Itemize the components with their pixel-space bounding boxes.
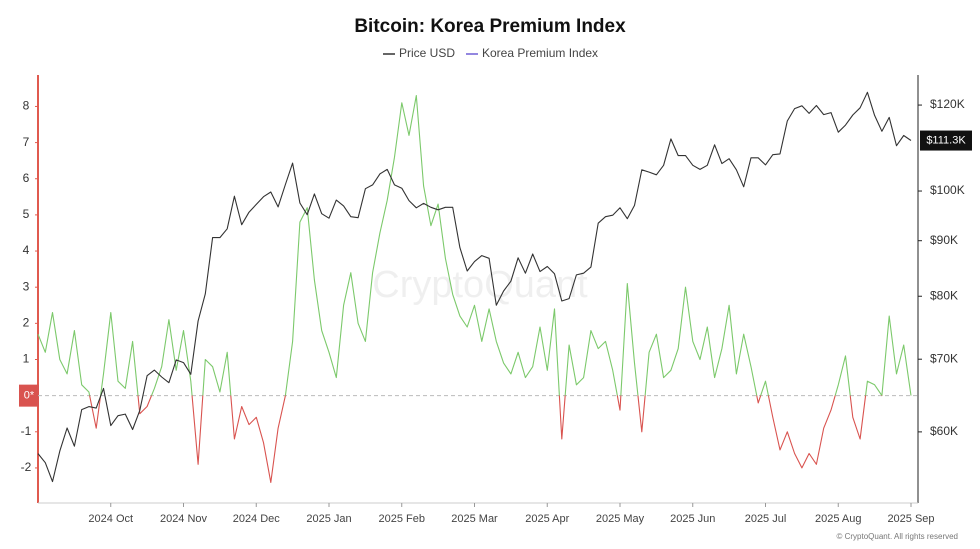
y-tick-label: 6 [23, 171, 30, 185]
y-tick-label: 4 [23, 243, 30, 257]
legend-label: Korea Premium Index [482, 46, 598, 60]
x-tick-label: 2024 Dec [233, 513, 281, 525]
x-tick-label: 2025 Feb [379, 513, 425, 525]
y2-tick-label: $120K [930, 97, 965, 111]
x-tick-label: 2025 Jan [306, 513, 351, 525]
legend-label: Price USD [399, 46, 455, 60]
y-tick-label: 3 [23, 279, 30, 293]
y2-tick-label: $60K [930, 424, 958, 438]
y-tick-label: 8 [23, 99, 30, 113]
price-marker-label: $111.3K [926, 134, 966, 146]
x-tick-label: 2025 Jul [745, 513, 787, 525]
x-tick-label: 2024 Nov [160, 513, 208, 525]
y-tick-label: 7 [23, 135, 30, 149]
y-tick-label: 5 [23, 207, 30, 221]
x-tick-label: 2025 Apr [525, 513, 569, 525]
y-tick-label: -1 [21, 424, 32, 438]
y-tick-label: 2 [23, 316, 30, 330]
chart-title: Bitcoin: Korea Premium Index [354, 16, 626, 37]
y-tick-label: 0* [24, 390, 35, 402]
x-tick-label: 2024 Oct [88, 513, 133, 525]
series-line [37, 91, 912, 483]
footer: © CryptoQuant. All rights reserved [837, 532, 959, 541]
zero-label-box [19, 384, 39, 407]
price-marker-box [920, 130, 972, 151]
watermark: CryptoQuant [372, 264, 588, 306]
y-tick-label: -2 [21, 460, 32, 474]
y2-tick-label: $70K [930, 351, 958, 365]
series-line [37, 95, 912, 483]
x-tick-label: 2025 Mar [451, 513, 498, 525]
x-tick-label: 2025 Jun [670, 513, 715, 525]
x-tick-label: 2025 May [596, 513, 645, 525]
x-tick-label: 2025 Sep [887, 513, 934, 525]
y-tick-label: 1 [23, 352, 30, 366]
y2-tick-label: $80K [930, 288, 958, 302]
y2-tick-label: $90K [930, 233, 958, 247]
y2-tick-label: $100K [930, 183, 965, 197]
x-tick-label: 2025 Aug [815, 513, 862, 525]
